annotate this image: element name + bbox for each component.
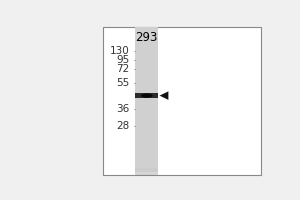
Bar <box>135 171 158 174</box>
Text: 293: 293 <box>136 31 158 44</box>
Bar <box>135 93 158 98</box>
Text: 72: 72 <box>116 64 129 74</box>
Bar <box>135 169 158 173</box>
Bar <box>135 170 158 174</box>
Bar <box>135 168 158 172</box>
Bar <box>135 170 158 173</box>
Bar <box>135 169 158 173</box>
Bar <box>135 169 158 173</box>
Bar <box>135 171 158 175</box>
Bar <box>135 171 158 175</box>
Text: 55: 55 <box>116 78 129 88</box>
Bar <box>135 171 158 174</box>
Text: 28: 28 <box>116 121 129 131</box>
Bar <box>135 169 158 173</box>
Bar <box>135 168 158 172</box>
Bar <box>135 169 158 173</box>
Bar <box>135 169 158 173</box>
Bar <box>135 171 158 174</box>
Bar <box>135 170 158 174</box>
Text: 130: 130 <box>110 46 129 56</box>
Bar <box>135 168 158 172</box>
Bar <box>135 169 158 173</box>
Ellipse shape <box>141 93 153 98</box>
Bar <box>135 171 158 175</box>
Bar <box>135 170 158 173</box>
Bar <box>135 170 158 174</box>
Polygon shape <box>160 91 168 100</box>
Bar <box>135 169 158 172</box>
Text: 95: 95 <box>116 55 129 65</box>
Bar <box>135 170 158 174</box>
Bar <box>135 171 158 175</box>
Bar <box>135 170 158 174</box>
Bar <box>135 168 158 172</box>
Bar <box>135 169 158 172</box>
Bar <box>135 168 158 172</box>
Text: 36: 36 <box>116 104 129 114</box>
Bar <box>135 170 158 174</box>
Bar <box>135 27 158 175</box>
Bar <box>135 168 158 171</box>
Bar <box>135 171 158 175</box>
Bar <box>135 170 158 174</box>
Bar <box>135 170 158 174</box>
Bar <box>135 169 158 173</box>
Bar <box>135 168 158 171</box>
Bar <box>135 168 158 172</box>
Bar <box>135 169 158 172</box>
Bar <box>103 27 261 175</box>
Bar <box>135 168 158 172</box>
Bar <box>135 170 158 173</box>
Bar <box>135 168 158 172</box>
